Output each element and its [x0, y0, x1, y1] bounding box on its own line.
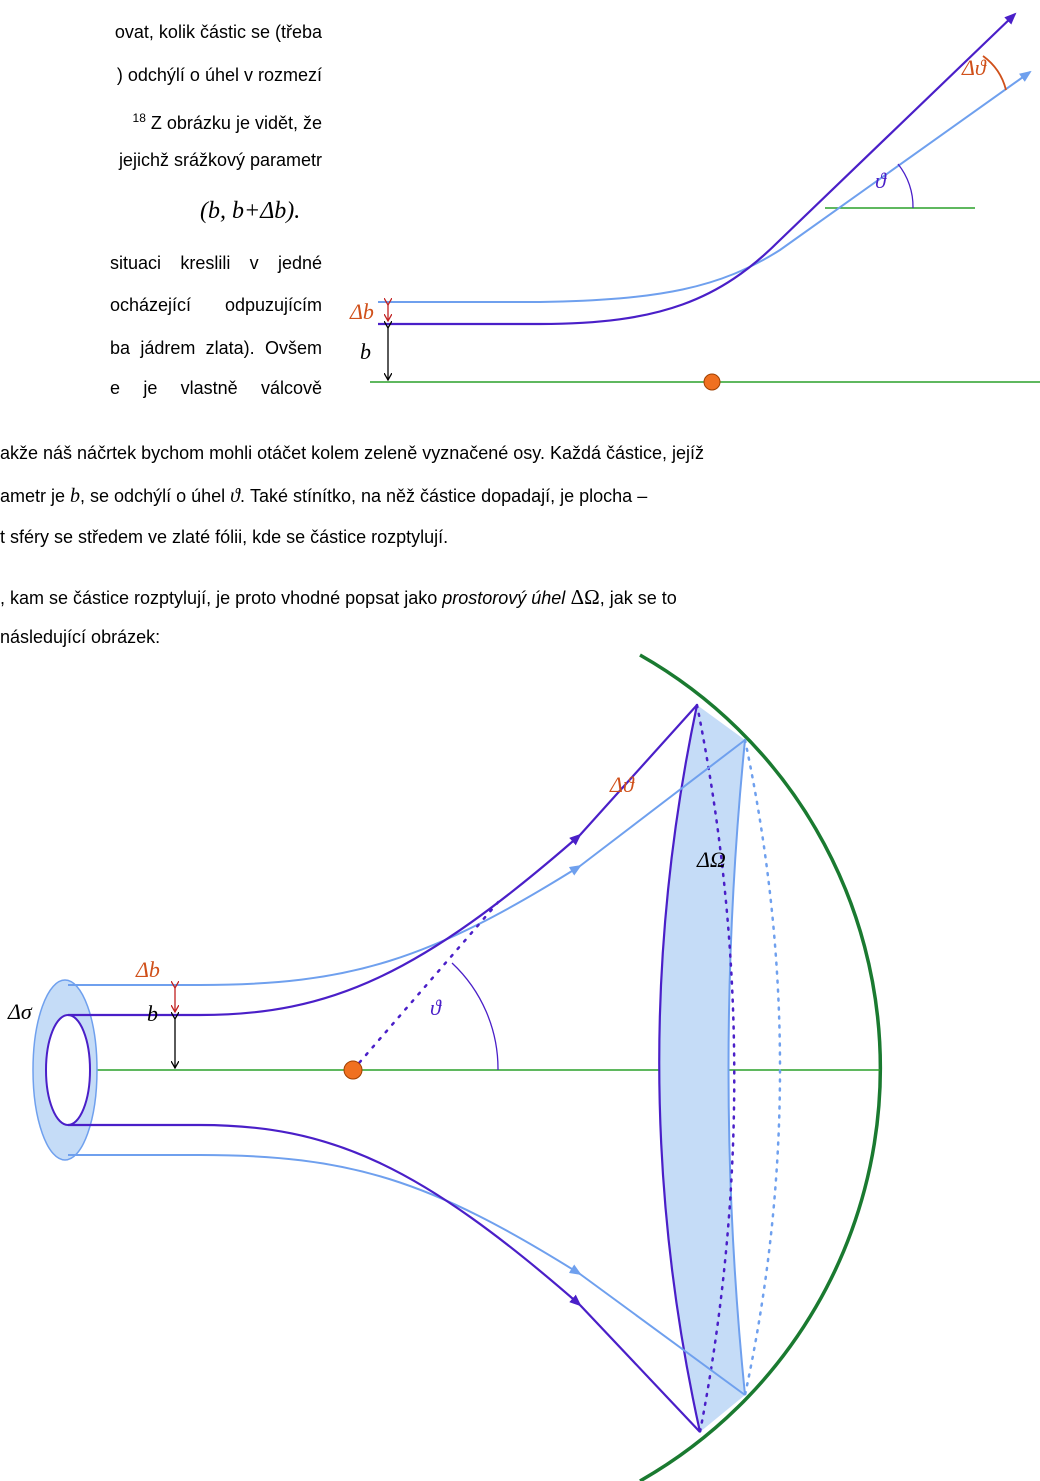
- label: Δϑ: [961, 55, 987, 80]
- trajectory-outer: [68, 1155, 580, 1274]
- nucleus: [704, 374, 720, 390]
- figure-1: Δϑ ϑ Δb b: [349, 14, 1040, 390]
- label: ϑ: [430, 995, 442, 1020]
- asymptote: [353, 900, 500, 1070]
- label: b: [360, 339, 371, 364]
- solid-angle-band: [659, 705, 745, 1432]
- trajectory-outer: [378, 72, 1030, 302]
- page: ovat, kolik částic se (třeba ) odchýlí o…: [0, 0, 1040, 1481]
- trajectory-inner: [68, 1125, 580, 1305]
- label: ΔΩ: [696, 847, 726, 872]
- label: ϑ: [875, 168, 887, 193]
- trajectory-inner: [378, 14, 1015, 324]
- label: Δσ: [7, 999, 33, 1024]
- label: Δb: [349, 299, 374, 324]
- label: Δϑ: [609, 772, 635, 797]
- label: b: [147, 1001, 158, 1026]
- label: Δb: [135, 957, 160, 982]
- ring-inner: [46, 1015, 90, 1125]
- figure-2: Δϑ ΔΩ Δb b Δσ ϑ: [7, 655, 880, 1481]
- delta-angle-arc: [983, 56, 1006, 90]
- angle-arc: [898, 164, 913, 208]
- figures: Δϑ ϑ Δb b Δϑ ΔΩ Δb b Δσ ϑ: [0, 0, 1040, 1481]
- angle-arc: [452, 963, 498, 1070]
- nucleus: [344, 1061, 362, 1079]
- trajectory-inner: [68, 835, 580, 1015]
- ring-edge-hidden: [745, 740, 780, 1395]
